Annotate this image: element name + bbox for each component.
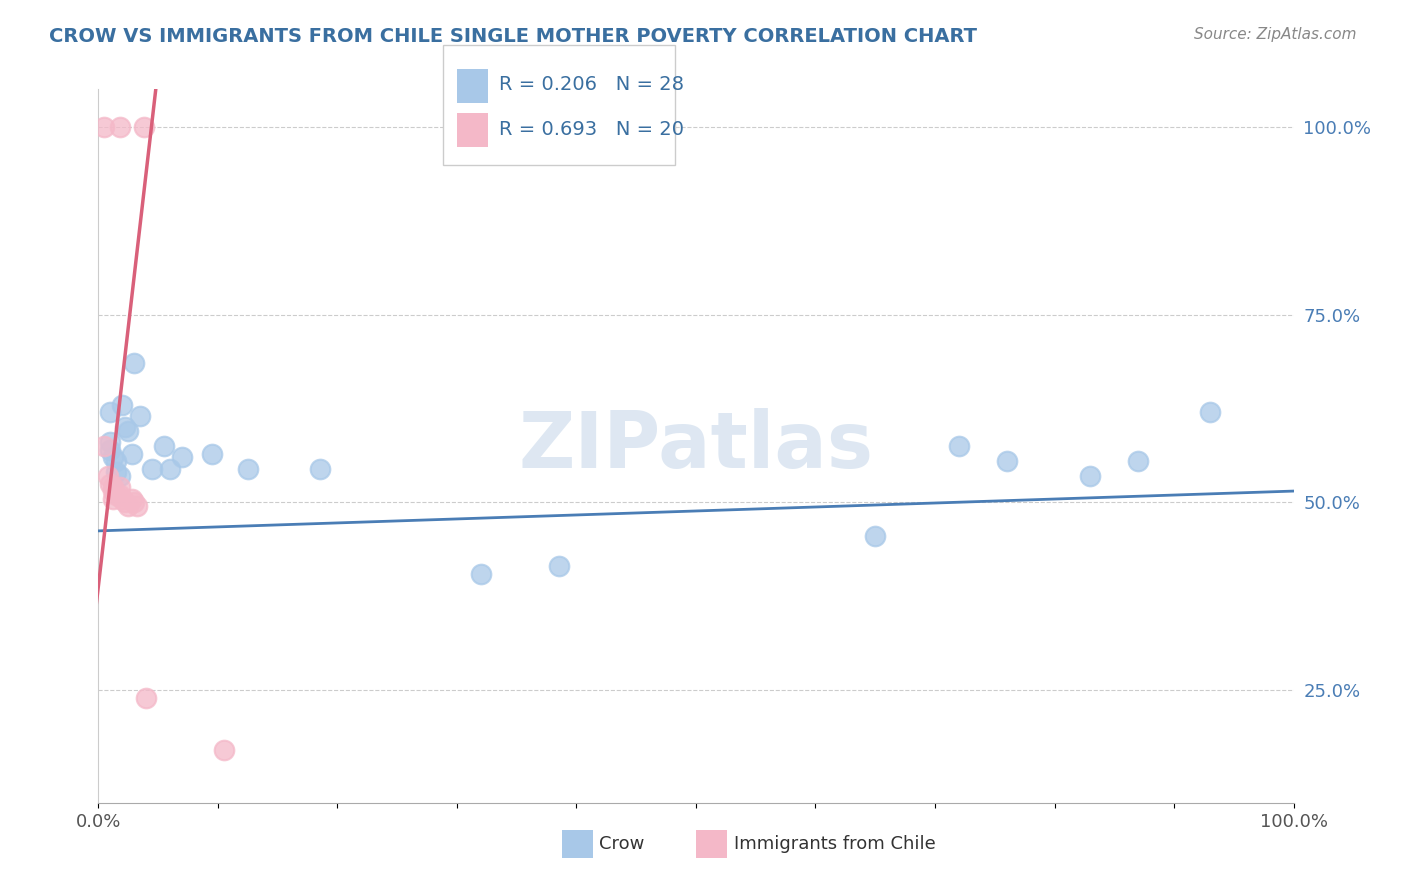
- Point: [111, 491, 134, 506]
- Point: [236, 461, 259, 475]
- Point: [101, 450, 124, 465]
- Point: [98, 435, 122, 450]
- Point: [865, 529, 887, 543]
- Text: Source: ZipAtlas.com: Source: ZipAtlas.com: [1194, 27, 1357, 42]
- Point: [212, 743, 235, 757]
- Point: [108, 120, 131, 134]
- Text: R = 0.693   N = 20: R = 0.693 N = 20: [499, 120, 685, 139]
- Point: [93, 439, 115, 453]
- Point: [101, 480, 124, 494]
- Point: [141, 461, 163, 475]
- Point: [97, 469, 120, 483]
- Point: [995, 454, 1018, 468]
- Text: Crow: Crow: [599, 835, 644, 853]
- Point: [308, 461, 330, 475]
- Point: [117, 499, 139, 513]
- Point: [159, 461, 181, 475]
- Point: [105, 454, 128, 468]
- Point: [98, 405, 122, 419]
- Point: [153, 439, 176, 453]
- Point: [105, 465, 128, 479]
- Point: [470, 566, 492, 581]
- Text: Immigrants from Chile: Immigrants from Chile: [734, 835, 935, 853]
- Point: [111, 398, 134, 412]
- Point: [93, 120, 115, 134]
- Point: [101, 491, 124, 506]
- Point: [108, 469, 131, 483]
- Point: [124, 495, 146, 509]
- Point: [98, 442, 122, 457]
- Point: [201, 446, 224, 460]
- Point: [132, 120, 155, 134]
- Text: CROW VS IMMIGRANTS FROM CHILE SINGLE MOTHER POVERTY CORRELATION CHART: CROW VS IMMIGRANTS FROM CHILE SINGLE MOT…: [49, 27, 977, 45]
- Point: [114, 420, 136, 434]
- Text: ZIPatlas: ZIPatlas: [519, 408, 873, 484]
- Point: [121, 446, 143, 460]
- Point: [1199, 405, 1222, 419]
- Point: [124, 356, 146, 370]
- Text: R = 0.206   N = 28: R = 0.206 N = 28: [499, 75, 685, 95]
- Point: [117, 424, 139, 438]
- Point: [135, 690, 157, 705]
- Point: [547, 559, 569, 574]
- Point: [1128, 454, 1150, 468]
- Point: [1080, 469, 1102, 483]
- Point: [125, 499, 148, 513]
- Point: [129, 409, 152, 423]
- Point: [101, 484, 124, 499]
- Point: [948, 439, 970, 453]
- Point: [172, 450, 194, 465]
- Point: [121, 491, 143, 506]
- Point: [105, 488, 128, 502]
- Point: [98, 476, 122, 491]
- Point: [108, 480, 131, 494]
- Point: [114, 495, 136, 509]
- Point: [108, 488, 131, 502]
